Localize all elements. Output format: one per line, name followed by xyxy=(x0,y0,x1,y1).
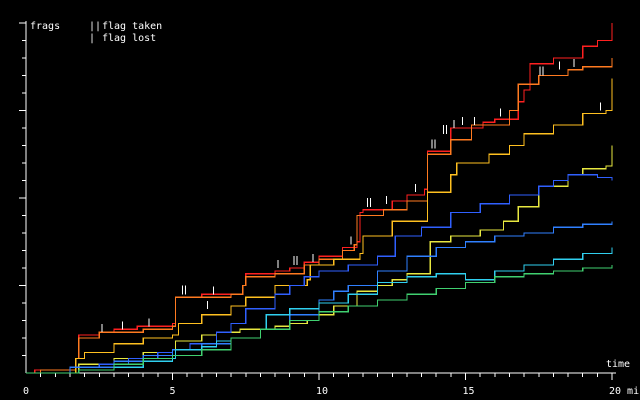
series-lines xyxy=(26,23,613,374)
x-axis-label: time xyxy=(606,359,630,370)
x-tick-label: 5 xyxy=(170,386,176,397)
x-tick-label: 15 xyxy=(463,386,475,397)
y-axis-label: frags xyxy=(30,21,60,32)
legend-flag-taken-symbol: || xyxy=(89,21,101,32)
axes: 0 5 10 15 20 min xyxy=(19,21,640,397)
series-line-8 xyxy=(26,265,613,374)
x-tick-label: 20 min xyxy=(609,386,640,397)
legend-flag-lost-label: flag lost xyxy=(102,33,156,44)
legend-flag-lost-symbol: | xyxy=(89,33,95,44)
series-line-6 xyxy=(26,221,613,374)
series-line-3 xyxy=(26,78,613,374)
flag-markers xyxy=(101,58,601,333)
x-tick-label: 0 xyxy=(23,386,29,397)
legend: || flag taken | flag lost xyxy=(89,21,162,44)
series-line-2 xyxy=(26,58,613,374)
series-line-7 xyxy=(26,247,613,374)
series-line-5 xyxy=(26,174,613,374)
legend-flag-taken-label: flag taken xyxy=(102,21,162,32)
x-tick-label: 10 xyxy=(316,386,328,397)
series-line-1 xyxy=(26,23,613,374)
